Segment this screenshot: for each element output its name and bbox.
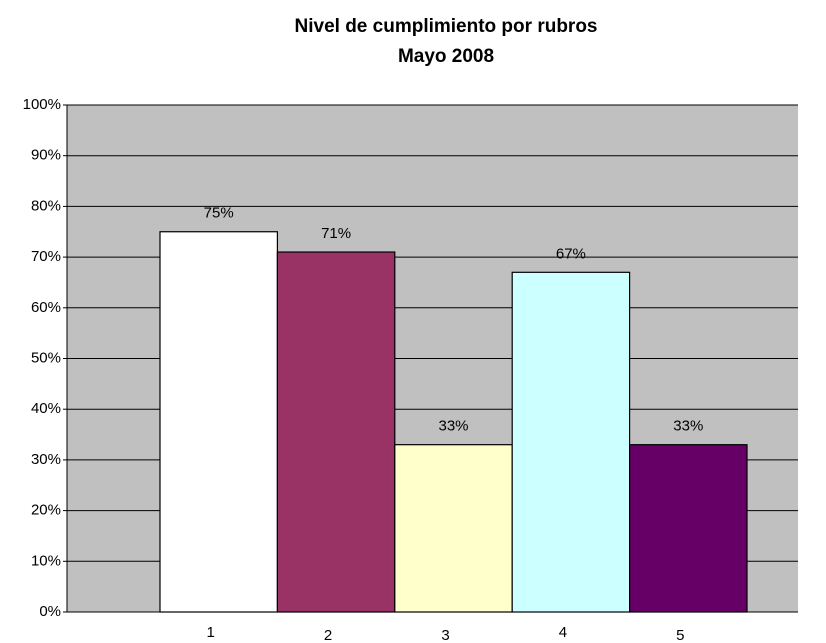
value-label: 33% bbox=[673, 418, 703, 435]
y-tick-label: 60% bbox=[31, 299, 61, 316]
value-label: 75% bbox=[204, 205, 234, 222]
y-tick-label: 40% bbox=[31, 400, 61, 417]
y-tick-label: 100% bbox=[23, 96, 61, 113]
value-label: 33% bbox=[438, 418, 468, 435]
y-tick-label: 0% bbox=[39, 603, 61, 620]
chart-subtitle: Mayo 2008 bbox=[398, 46, 494, 67]
bar bbox=[511, 271, 631, 613]
y-tick-label: 70% bbox=[31, 248, 61, 265]
y-tick-label: 20% bbox=[31, 502, 61, 519]
bar bbox=[276, 251, 396, 613]
y-tick-label: 10% bbox=[31, 552, 61, 569]
y-tick-label: 50% bbox=[31, 349, 61, 366]
x-tick-label: 2 bbox=[324, 627, 332, 643]
x-tick-label: 1 bbox=[207, 624, 215, 641]
bar bbox=[394, 444, 513, 613]
x-tick-label: 5 bbox=[676, 627, 684, 643]
bar bbox=[628, 444, 748, 613]
y-tick-label: 80% bbox=[31, 197, 61, 214]
chart-title: Nivel de cumplimiento por rubros bbox=[295, 16, 598, 37]
value-label: 67% bbox=[556, 245, 586, 262]
y-tick-label: 90% bbox=[31, 147, 61, 164]
x-tick-label: 3 bbox=[441, 627, 449, 643]
y-tick-label: 30% bbox=[31, 451, 61, 468]
bar bbox=[159, 231, 279, 613]
x-tick-label: 4 bbox=[559, 624, 567, 641]
value-label: 71% bbox=[321, 225, 351, 242]
